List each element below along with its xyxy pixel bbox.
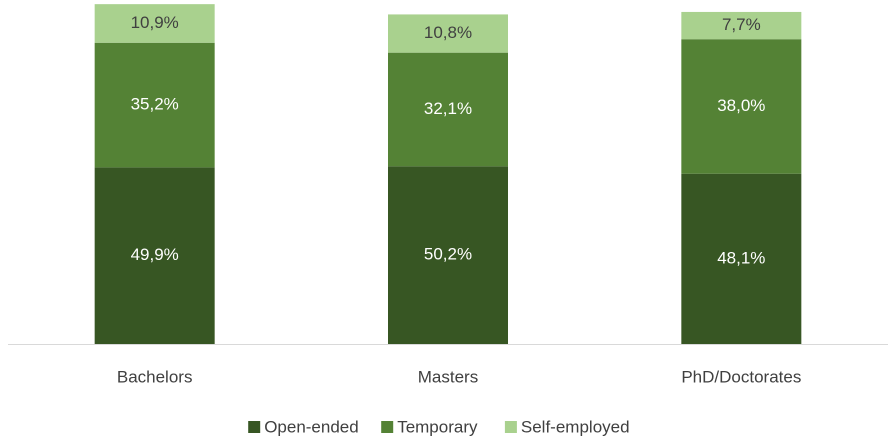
bar-segment	[94, 42, 215, 168]
x-tick-label: PhD/Doctorates	[681, 367, 801, 386]
x-tick-label: Bachelors	[117, 367, 193, 386]
data-label: 7,7%	[722, 15, 761, 34]
bar-segment	[94, 4, 215, 43]
data-label: 32,1%	[424, 99, 472, 118]
legend-swatch	[381, 421, 394, 433]
data-label: 35,2%	[131, 95, 179, 114]
legend-swatch	[504, 421, 517, 433]
bar-segment	[388, 52, 508, 167]
bar-segment	[681, 11, 802, 40]
data-label: 10,8%	[424, 23, 472, 42]
data-label: 10,9%	[131, 13, 179, 32]
data-label: 49,9%	[131, 245, 179, 264]
data-label: 38,0%	[717, 96, 765, 115]
bar-segment	[94, 167, 215, 344]
legend-label: Temporary	[397, 417, 478, 436]
legend-label: Open-ended	[264, 417, 359, 436]
data-label: 48,1%	[717, 248, 765, 267]
legend-label: Self-employed	[521, 417, 630, 436]
x-tick-label: Masters	[418, 367, 478, 386]
bar-segment	[681, 39, 802, 174]
legend-swatch	[248, 421, 261, 433]
bar-segment	[388, 166, 508, 344]
bar-segment	[388, 14, 508, 53]
bar-segment	[681, 173, 802, 344]
data-label: 50,2%	[424, 245, 472, 264]
